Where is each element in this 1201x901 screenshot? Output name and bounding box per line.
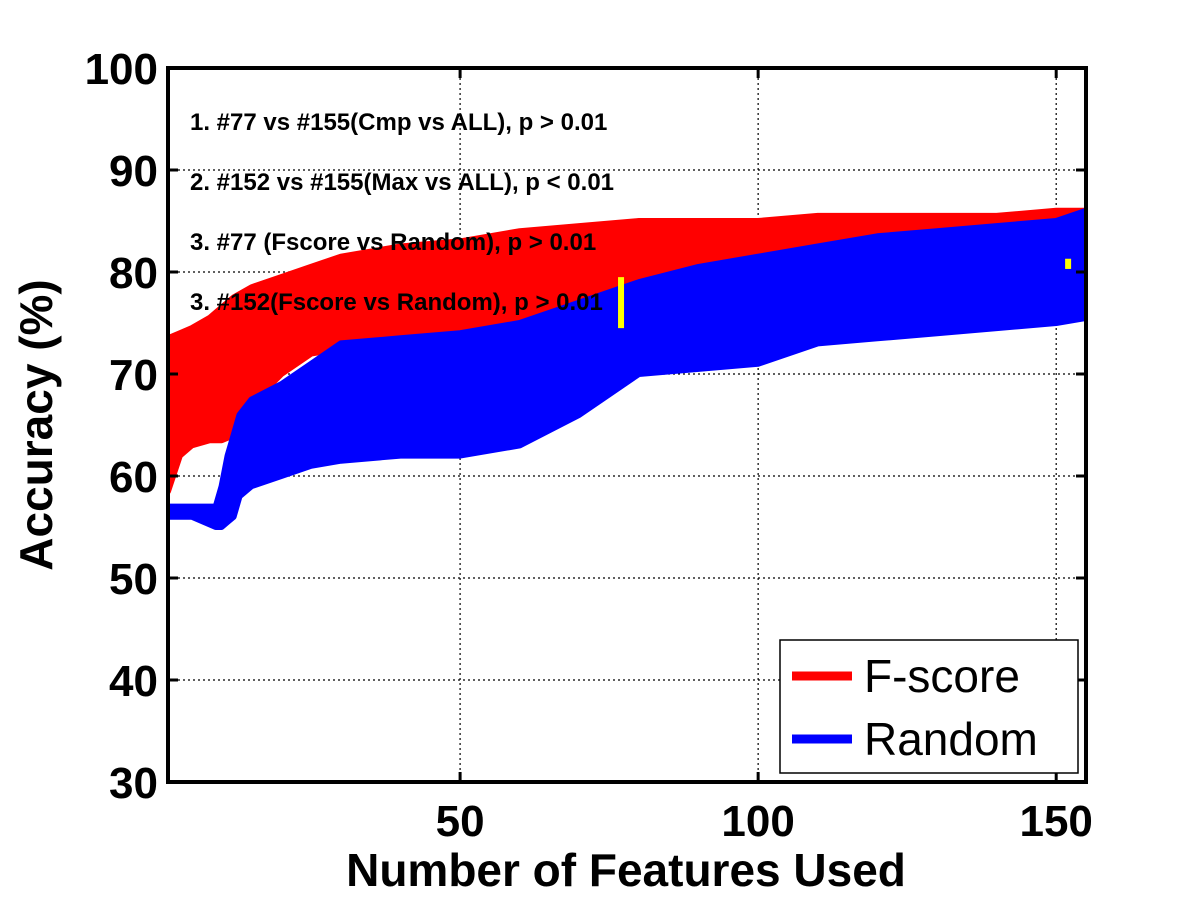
y-axis-title: Accuracy (%) (10, 279, 62, 570)
y-tick-label-50: 50 (109, 555, 158, 604)
legend: F-score Random (779, 639, 1079, 774)
x-axis-title: Number of Features Used (346, 844, 906, 896)
y-tick-label-40: 40 (109, 657, 158, 706)
legend-label-fscore: F-score (864, 650, 1020, 702)
annotation-4: 3. #152(Fscore vs Random), p > 0.01 (190, 289, 603, 316)
series-bands (168, 207, 1086, 530)
x-tick-label-50: 50 (436, 797, 485, 846)
legend-label-random: Random (864, 713, 1038, 765)
annotation-3: 3. #77 (Fscore vs Random), p > 0.01 (190, 229, 596, 256)
y-tick-label-30: 30 (109, 759, 158, 808)
series-band-random (168, 207, 1086, 530)
x-tick-label-100: 100 (721, 797, 794, 846)
significance-markers (618, 258, 1072, 329)
tick-labels: 30 40 50 60 70 80 90 100 50 100 150 (85, 45, 1093, 846)
y-tick-label-60: 60 (109, 453, 158, 502)
y-tick-label-100: 100 (85, 45, 158, 94)
plot-frame (166, 66, 1088, 784)
annotations: 1. #77 vs #155(Cmp vs ALL), p > 0.01 2. #… (190, 109, 614, 316)
y-tick-label-80: 80 (109, 249, 158, 298)
legend-box (779, 639, 1079, 774)
y-tick-label-70: 70 (109, 351, 158, 400)
annotation-1: 1. #77 vs #155(Cmp vs ALL), p > 0.01 (190, 109, 607, 136)
y-tick-label-90: 90 (109, 147, 158, 196)
annotation-2: 2. #152 vs #155(Max vs ALL), p < 0.01 (190, 169, 614, 196)
x-tick-label-150: 150 (1019, 797, 1092, 846)
